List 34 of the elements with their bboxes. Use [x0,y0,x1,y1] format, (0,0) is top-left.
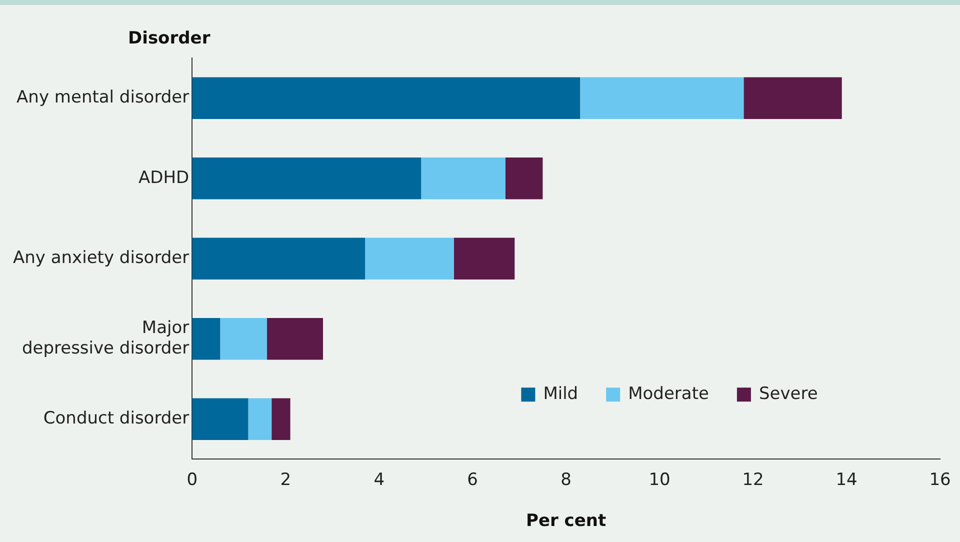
x-tick-label: 14 [836,470,858,490]
bar [580,77,744,119]
legend-label: Moderate [628,384,709,404]
y-tick-label: Major depressive disorder [22,318,190,358]
x-tick-label: 10 [648,470,670,490]
y-axis-title: Disorder [128,28,211,48]
y-tick-label: Any mental disorder [16,88,190,108]
x-tick-label: 0 [186,470,198,490]
y-tick-label: Conduct disorder [43,408,190,428]
bar [192,158,422,200]
bar [192,318,220,360]
bar [505,158,543,200]
bar [266,318,324,360]
x-axis-title: Per cent [526,511,606,532]
legend-label: Mild [543,384,578,404]
x-tick-label: 12 [742,470,764,490]
bar [220,318,267,360]
x-tick-label: 6 [467,470,478,490]
y-tick-label: ADHD [138,168,190,188]
legend-label: Severe [758,384,818,404]
bar [192,238,366,280]
x-tick-label: 4 [374,470,385,490]
bar [248,398,272,440]
x-tick-label: 8 [560,470,572,490]
x-tick-label: 2 [280,470,292,490]
bar [192,398,248,440]
bar [454,238,515,280]
bar [744,77,842,119]
y-tick-label: Any anxiety disorder [12,248,190,268]
bar [272,398,290,440]
x-tick-label: 16 [929,470,951,490]
bar [421,158,506,200]
bar [365,238,454,280]
bar [192,77,580,119]
